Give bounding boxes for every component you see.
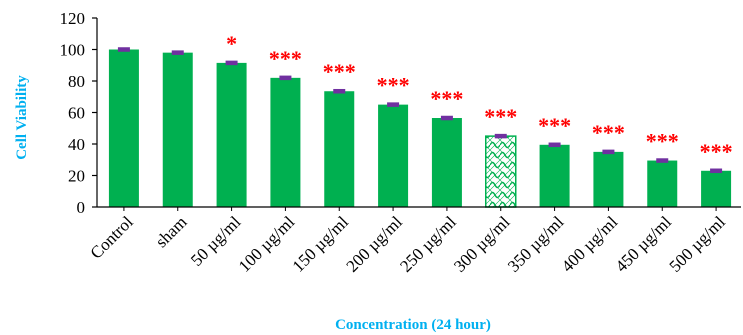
x-axis-title: Concentration (24 hour) (335, 317, 491, 333)
x-tick-label: 100 µg/ml (235, 212, 299, 276)
x-tick-label: 400 µg/ml (558, 212, 622, 276)
x-tick-label: 350 µg/ml (504, 212, 568, 276)
significance-label-11: *** (700, 139, 733, 164)
bar-3 (270, 77, 301, 207)
significance-label-7: *** (484, 104, 517, 129)
error-bar-1 (171, 50, 184, 55)
y-axis-title: Cell Viability (14, 75, 30, 160)
bar-0 (108, 49, 139, 207)
x-tick-label: Control (87, 212, 137, 262)
error-bar-5 (387, 102, 400, 107)
y-tick-label: 60 (68, 104, 85, 123)
error-bar-6 (440, 115, 453, 121)
y-tick-label: 120 (60, 9, 86, 28)
error-bar-3 (279, 75, 292, 81)
x-tick-label: sham (152, 212, 191, 251)
bar-7 (485, 135, 517, 208)
significance-layer: **************** *** *** *** *** (226, 31, 733, 164)
significance-label-10: *** (646, 129, 679, 154)
bar-5 (378, 104, 409, 207)
bar-11 (701, 170, 732, 207)
bar-10 (647, 160, 678, 207)
bar-9 (593, 151, 624, 207)
error-bar-10 (656, 158, 669, 163)
error-bar-2 (225, 60, 238, 66)
significance-label-3: *** (269, 46, 302, 71)
significance-label-2: * (226, 31, 237, 56)
error-bar-8 (548, 142, 561, 148)
bar-1 (162, 52, 193, 208)
x-tick-label: 150 µg/ml (289, 212, 353, 276)
y-tick-label: 0 (77, 198, 86, 217)
significance-label-6: *** (430, 86, 463, 111)
y-tick-label: 40 (68, 135, 85, 154)
error-bars-layer (117, 47, 723, 174)
axes-layer (96, 18, 741, 208)
y-tick-label: 80 (68, 72, 85, 91)
x-tick-label: 500 µg/ml (665, 212, 729, 276)
error-bar-7 (494, 133, 507, 139)
bar-2 (216, 62, 247, 208)
x-tick-label: 200 µg/ml (342, 212, 406, 276)
x-tick-label: 450 µg/ml (612, 212, 676, 276)
error-bar-4 (333, 88, 346, 94)
bar-6 (431, 118, 462, 207)
y-ticks-layer: 0 20 40 60 80 100 120 (60, 9, 97, 217)
bar-8 (539, 144, 570, 207)
x-tick-label: 300 µg/ml (450, 212, 514, 276)
x-tick-label: 250 µg/ml (396, 212, 460, 276)
error-bar-9 (602, 149, 615, 155)
significance-label-5: *** (377, 73, 410, 98)
bars-layer (108, 49, 732, 208)
y-tick-label: 100 (60, 41, 86, 60)
significance-label-8: *** (538, 113, 571, 138)
bar-4 (324, 91, 355, 207)
significance-label-4: *** (323, 59, 356, 84)
y-tick-label: 20 (68, 167, 85, 186)
significance-label-9: *** (592, 120, 625, 145)
error-bar-0 (117, 47, 130, 52)
error-bar-11 (710, 168, 723, 174)
